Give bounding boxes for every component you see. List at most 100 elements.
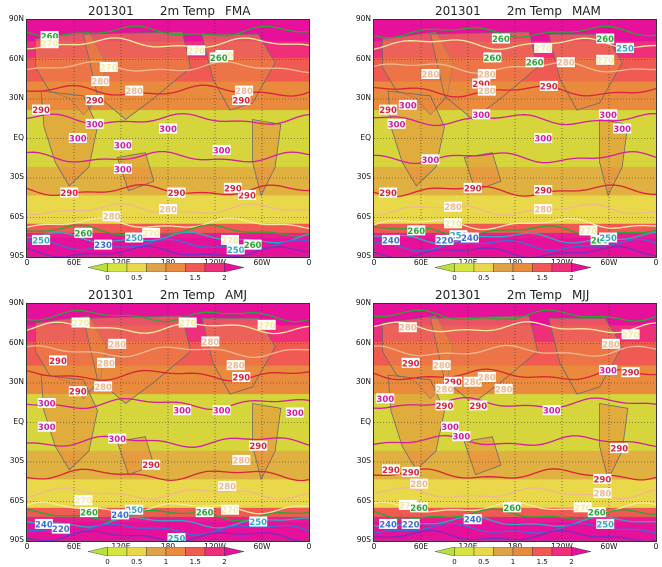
- contour-label: 280: [201, 336, 220, 348]
- contour-label-bg: [401, 466, 420, 477]
- panel-title: 201301 2m Temp AMJ: [88, 288, 247, 302]
- contour-label-bg: [401, 518, 420, 529]
- contour-label: 240: [111, 509, 130, 521]
- contour-label-text: 280: [201, 338, 219, 348]
- contour-line: [374, 321, 656, 334]
- contour-label-bg: [452, 431, 471, 442]
- contour-label-text: 280: [399, 324, 417, 334]
- lon-tick-label: 0: [306, 542, 312, 551]
- contour-label: 300: [613, 123, 632, 135]
- contour-label-text: 270: [622, 331, 640, 341]
- contour-label-text: 220: [52, 525, 70, 535]
- colorbar-segment: [435, 263, 455, 272]
- contour-label-bg: [539, 80, 558, 91]
- map-plot: 280 270 280 290 280 290 280 280 300 290 280 280 300 2…: [373, 303, 657, 542]
- contour-label: 300: [108, 433, 127, 445]
- lat-tick-label: EQ: [13, 132, 24, 142]
- lon-tick-label: 120E: [458, 258, 478, 267]
- contour-label-text: 270: [221, 236, 239, 246]
- title-variable: 2m Temp: [159, 288, 215, 302]
- contour-label-bg: [238, 189, 256, 200]
- colorbar-tick-label: 1: [510, 274, 516, 282]
- colorbar-tick-label: 2: [222, 274, 227, 282]
- contour-label-text: 280: [422, 71, 440, 81]
- colorbar-segment: [185, 547, 206, 556]
- title-year: 201301: [435, 288, 481, 302]
- contour-label-bg: [85, 95, 104, 106]
- contour-label-text: 280: [444, 203, 462, 213]
- colorbar-segment: [473, 547, 494, 556]
- contour-label-bg: [381, 464, 400, 475]
- contour-label-bg: [34, 518, 53, 529]
- contour-label-text: 250: [596, 520, 614, 530]
- contour-label-text: 290: [224, 184, 242, 194]
- contour-label-bg: [494, 383, 513, 394]
- contour-label-text: 300: [472, 111, 490, 121]
- contour-label-bg: [599, 232, 618, 243]
- contour-label-bg: [187, 45, 206, 56]
- colorbar-segment: [454, 263, 475, 272]
- contour-label-bg: [97, 357, 115, 368]
- colorbar-segment: [512, 547, 533, 556]
- contour-label-bg: [125, 232, 144, 243]
- contour-label-bg: [596, 54, 615, 65]
- colorbar-segment: [126, 547, 147, 556]
- panel-title: 201301 2m Temp FMA: [88, 4, 250, 18]
- contour-label: 250: [599, 232, 618, 244]
- title-variable: 2m Temp: [506, 288, 562, 302]
- contour-line: [374, 217, 656, 231]
- lat-tick-label: 60S: [9, 495, 24, 505]
- contour-label-text: 220: [436, 236, 454, 246]
- contour-label-bg: [525, 57, 544, 68]
- colorbar-segment: [146, 263, 167, 272]
- colorbar: [88, 547, 244, 556]
- colorbar-tick-label: 2: [569, 558, 574, 566]
- contour-label: 270: [142, 227, 161, 239]
- contour-label: 270: [40, 38, 59, 50]
- contour-label-bg: [410, 502, 429, 513]
- contour-label-text: 280: [103, 213, 121, 223]
- lon-tick-label: 120E: [458, 542, 478, 551]
- contour-line: [374, 515, 656, 528]
- contour-line: [27, 369, 309, 382]
- colorbar-segment: [185, 263, 206, 272]
- contour-label: 270: [573, 502, 592, 514]
- colorbar-segment: [107, 547, 128, 556]
- contour-line: [27, 60, 309, 74]
- contour-label-bg: [616, 42, 634, 53]
- contour-line: [374, 150, 656, 165]
- contour-label-text: 240: [382, 236, 400, 246]
- title-year: 201301: [435, 4, 481, 18]
- contour-label-text: 300: [38, 423, 56, 433]
- contour-label-text: 250: [450, 232, 468, 242]
- contour-label-bg: [37, 421, 56, 432]
- lon-tick-label: 60W: [600, 258, 618, 267]
- colorbar-segment: [454, 547, 475, 556]
- lat-tick-label: 90S: [9, 251, 24, 260]
- contour-label: 300: [534, 133, 553, 145]
- contour-line: [27, 508, 309, 522]
- contour-label-bg: [398, 322, 417, 333]
- contour-label-bg: [195, 507, 214, 518]
- contour-label-text: 300: [114, 165, 132, 175]
- map-svg: 260 2602502702702602602802802902802902802…: [374, 20, 656, 257]
- contour-line: [374, 434, 656, 448]
- contour-label-bg: [167, 187, 186, 198]
- contour-label-bg: [142, 459, 161, 470]
- colorbar-tick-label: 1.5: [536, 558, 548, 566]
- contour-label-bg: [159, 123, 177, 134]
- contour-label: 300: [441, 421, 460, 433]
- map-plot: 270 270 270 280 290 280 280 280 290 290 280 300 300 3…: [26, 303, 310, 542]
- lat-tick-label: 90S: [356, 535, 371, 544]
- contour-label: 280: [102, 211, 121, 223]
- contour-label-text: 280: [159, 206, 177, 216]
- lon-tick-label: 60W: [253, 258, 271, 267]
- colorbar-tick-label: 1: [163, 558, 169, 566]
- contour-line: [374, 184, 656, 198]
- contour-label-text: 270: [179, 319, 197, 329]
- colorbar-tick-label: 0: [452, 558, 457, 566]
- contour-line: [27, 112, 309, 125]
- lat-tick-label: EQ: [13, 416, 24, 426]
- contour-label: 280: [91, 76, 110, 88]
- contour-line: [27, 217, 309, 230]
